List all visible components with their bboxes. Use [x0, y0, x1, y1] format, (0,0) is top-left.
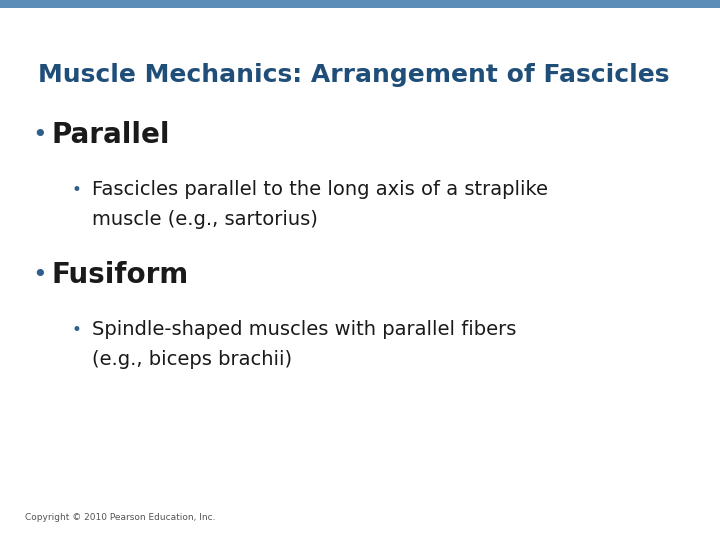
Text: Fusiform: Fusiform [52, 261, 189, 289]
Text: Spindle-shaped muscles with parallel fibers: Spindle-shaped muscles with parallel fib… [92, 321, 516, 340]
Text: •: • [72, 181, 82, 199]
Text: (e.g., biceps brachii): (e.g., biceps brachii) [92, 350, 292, 369]
Text: Parallel: Parallel [52, 121, 171, 149]
Text: •: • [32, 123, 47, 147]
Text: •: • [32, 263, 47, 287]
Bar [0, 0, 720, 8]
Text: •: • [72, 321, 82, 339]
Text: muscle (e.g., sartorius): muscle (e.g., sartorius) [92, 211, 318, 229]
Text: Muscle Mechanics: Arrangement of Fascicles: Muscle Mechanics: Arrangement of Fascicl… [38, 63, 670, 87]
Text: Fascicles parallel to the long axis of a straplike: Fascicles parallel to the long axis of a… [92, 180, 548, 199]
Text: Copyright © 2010 Pearson Education, Inc.: Copyright © 2010 Pearson Education, Inc. [25, 513, 215, 522]
